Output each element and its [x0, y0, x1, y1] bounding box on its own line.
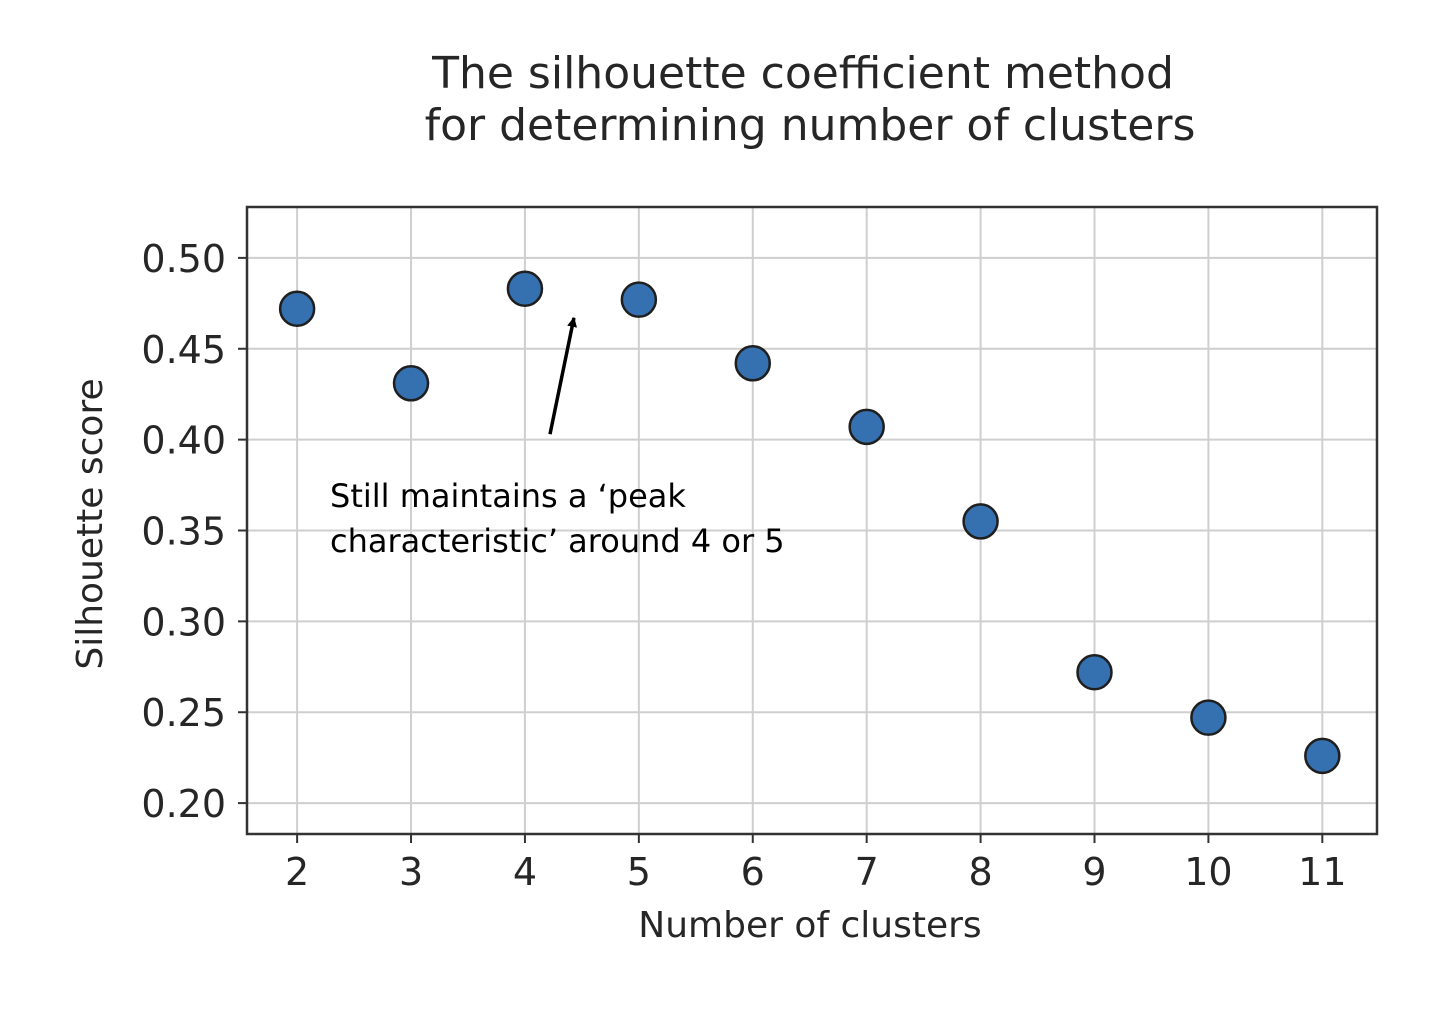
y-tick-label: 0.40 [141, 419, 226, 463]
y-tick-label: 0.45 [141, 328, 226, 372]
annotation-text-line-2: characteristic’ around 4 or 5 [330, 522, 785, 560]
axis-ticks: 2 3 4 5 6 7 8 9 10 11 0.20 0.25 0.30 0.35 0.40 0.45 0.50 [141, 237, 1346, 894]
data-points [278, 270, 1341, 775]
y-tick-label: 0.35 [141, 509, 226, 553]
plot-frame [245, 205, 1379, 836]
data-point [620, 281, 658, 318]
data-point [392, 365, 430, 402]
y-tick-label: 0.50 [141, 237, 226, 281]
data-point [1076, 654, 1113, 691]
y-tick-label: 0.30 [141, 600, 226, 644]
annotation-arrow [548, 316, 578, 435]
x-axis-label: Number of clusters [638, 905, 981, 946]
grid-lines [247, 207, 1377, 834]
x-tick-label: 2 [285, 850, 309, 894]
x-tick-label: 9 [1082, 850, 1106, 894]
chart-title-line-2: for determining number of clusters [425, 100, 1196, 151]
x-tick-label: 7 [855, 850, 879, 894]
y-tick-label: 0.25 [141, 691, 226, 735]
x-tick-label: 10 [1184, 850, 1232, 894]
x-tick-label: 3 [399, 850, 423, 894]
annotation-text-line-1: Still maintains a ‘peak [330, 477, 686, 515]
data-point [1190, 699, 1227, 736]
x-tick-label: 8 [968, 850, 992, 894]
y-tick-label: 0.20 [141, 782, 226, 826]
data-point [848, 408, 885, 446]
x-tick-label: 4 [513, 850, 537, 894]
data-point [1304, 737, 1341, 775]
y-axis-label: Silhouette score [70, 378, 111, 669]
data-point [962, 503, 999, 540]
data-point [506, 270, 544, 308]
chart-title-line-1: The silhouette coefficient method [431, 48, 1174, 99]
x-tick-label: 6 [741, 850, 765, 894]
x-tick-label: 11 [1298, 850, 1346, 894]
data-point [278, 290, 316, 328]
x-tick-label: 5 [627, 850, 651, 894]
data-point [734, 345, 772, 382]
annotation: Still maintains a ‘peak characteristic’ … [330, 316, 785, 560]
